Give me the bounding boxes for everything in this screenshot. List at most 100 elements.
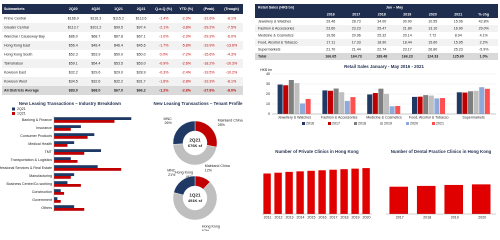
y-tick-label: 20 xyxy=(266,92,270,96)
x-tick-label: 2018 xyxy=(341,215,349,219)
y-tick-label: Construction xyxy=(32,190,52,194)
table-cell: -27.6% xyxy=(203,88,215,92)
segment-value: 21% xyxy=(168,173,176,177)
legend-swatch xyxy=(302,122,305,125)
table-row xyxy=(2,23,243,32)
bar xyxy=(339,92,345,114)
bar xyxy=(389,106,395,114)
table-cell: -1.7% xyxy=(159,43,169,47)
table-cell: Prime Central xyxy=(4,16,26,20)
table-cell: 189.48 xyxy=(376,54,387,58)
table-row xyxy=(2,68,243,77)
column-header: 1Q21 xyxy=(114,7,123,11)
bar xyxy=(351,168,359,214)
table-cell: 125.60 xyxy=(453,54,464,58)
bar xyxy=(54,152,85,155)
table-cell: -5.9% xyxy=(479,47,489,51)
table-row xyxy=(255,25,498,32)
column-header: 2018 xyxy=(378,12,386,16)
bar xyxy=(300,103,306,114)
table-cell: $53.5 xyxy=(114,61,123,65)
x-tick-label: Jewellery & Watches xyxy=(278,115,311,119)
table-cell: $67.0 xyxy=(114,88,123,92)
table-cell: $115.2 xyxy=(113,16,124,20)
column-header: 4Q20 xyxy=(92,7,101,11)
x-tick-label: 2011 xyxy=(264,215,272,219)
chart-title: Number of Private Clinics in Hong Kong xyxy=(275,149,359,154)
legend-label: 2021 xyxy=(436,122,444,126)
bar xyxy=(389,186,408,214)
bar xyxy=(296,171,304,214)
table-cell: $67.8 xyxy=(114,34,123,38)
table-cell: 28.73 xyxy=(352,19,361,23)
table-cell: 2.2% xyxy=(480,40,489,44)
table-cell: 10.55 xyxy=(428,19,437,23)
y-tick-label: Transportation & Logistics xyxy=(11,158,53,162)
bar xyxy=(54,160,78,163)
legend-label: 2019 xyxy=(384,122,392,126)
bar xyxy=(54,192,65,195)
bar xyxy=(484,88,490,114)
table-cell: 21.80 xyxy=(403,26,412,30)
column-header: 2Q20 xyxy=(69,7,78,11)
bar xyxy=(54,200,61,203)
table-row xyxy=(255,39,498,46)
y-axis-label: HK$ bn xyxy=(260,68,272,72)
table-cell: Medicine & Cosmetics xyxy=(258,33,294,37)
table-cell: Fashion & Accessories xyxy=(258,26,295,30)
table-row xyxy=(255,32,498,39)
table-cell: -3.8% xyxy=(182,25,192,29)
bar xyxy=(328,90,334,114)
center-total: 676K sf xyxy=(188,143,203,148)
column-header: 2Q21 xyxy=(137,7,146,11)
bar xyxy=(288,80,294,114)
bar xyxy=(54,173,75,176)
bar xyxy=(54,120,115,123)
chart-title: New Leasing Transactions – Industry Brea… xyxy=(19,101,122,106)
table-cell: -7.2% xyxy=(182,52,192,56)
table-cell: Supermarkets xyxy=(258,47,281,51)
legend-label: 1Q21 xyxy=(17,111,26,115)
legend-label: 2018 xyxy=(358,122,366,126)
bar xyxy=(372,93,378,114)
bar xyxy=(434,98,440,114)
table-cell: $113.6 xyxy=(136,16,147,20)
table-cell: $66.2 xyxy=(137,88,146,92)
column-group: Jan – May xyxy=(386,5,403,9)
table-cell: 7.72 xyxy=(429,33,436,37)
legend-swatch xyxy=(12,112,15,115)
table-cell: -1.2% xyxy=(159,88,169,92)
bar xyxy=(428,95,434,114)
table-cell: Jewellery & Watches xyxy=(258,19,291,23)
segment-label: MNC xyxy=(167,168,176,172)
donut-hole xyxy=(183,186,207,210)
bar xyxy=(367,94,373,114)
bar xyxy=(277,84,283,114)
x-tick-label: 2017 xyxy=(396,215,404,219)
table-cell: 19.56 xyxy=(326,33,335,37)
table-cell: $68.7 xyxy=(91,34,100,38)
y-tick-label: Insurance xyxy=(36,126,52,130)
segment-value: 26% xyxy=(164,121,172,125)
table-cell: 21.44 xyxy=(352,47,361,51)
table-cell: $116.3 xyxy=(91,16,102,20)
segment-label: MNC xyxy=(163,117,172,121)
table-cell: -18.2% xyxy=(203,61,215,65)
table-cell: 30.90 xyxy=(403,19,412,23)
table-row xyxy=(2,32,243,41)
table-cell: -8.1% xyxy=(227,79,237,83)
table-cell: 20.14 xyxy=(403,33,412,37)
table-row xyxy=(255,46,498,53)
bar xyxy=(274,172,282,214)
table-cell: -15.6% xyxy=(203,52,215,56)
legend-swatch xyxy=(328,122,331,125)
bar xyxy=(471,184,491,214)
table-cell: Greater Central xyxy=(4,25,29,29)
bar xyxy=(362,168,370,214)
bar xyxy=(333,88,339,114)
x-tick-label: 2016 xyxy=(319,215,327,219)
table-row xyxy=(2,50,243,59)
column-header: (Peak) xyxy=(204,7,216,11)
table-cell: 23.60 xyxy=(326,26,335,30)
bar xyxy=(285,171,293,214)
